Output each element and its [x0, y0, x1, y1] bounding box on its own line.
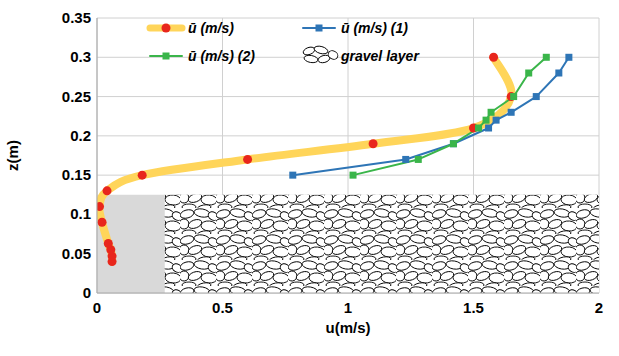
data-point [493, 117, 500, 124]
y-axis [97, 18, 98, 293]
data-point [525, 70, 532, 77]
data-point [475, 125, 482, 132]
series-line [353, 57, 546, 175]
grid-line [97, 175, 599, 176]
x-tick-label: 0 [93, 299, 101, 316]
legend-label: gravel layer [340, 48, 420, 64]
legend-marker [162, 24, 171, 33]
legend-marker [316, 25, 323, 32]
x-tick-label: 1 [344, 299, 352, 316]
y-axis-label: z(m) [4, 140, 21, 171]
y-tick-label: 0.25 [62, 88, 91, 105]
x-tick-label: 1.5 [463, 299, 484, 316]
data-point [289, 172, 296, 179]
data-point [97, 202, 104, 211]
data-point [488, 109, 495, 116]
y-tick-label: 0.1 [70, 205, 91, 222]
data-point [533, 93, 540, 100]
legend-pebble [327, 49, 339, 60]
data-point [369, 139, 378, 148]
legend-pebble [313, 45, 328, 55]
data-point [103, 186, 112, 195]
data-point [415, 156, 422, 163]
grid-line [97, 18, 599, 19]
grid-line [97, 18, 98, 293]
legend-marker [163, 53, 170, 60]
y-tick-label: 0 [83, 284, 91, 301]
y-tick-label: 0.2 [70, 127, 91, 144]
data-point [508, 109, 515, 116]
gravel-area [97, 195, 599, 293]
grid-line [97, 135, 599, 136]
series-line [293, 57, 569, 175]
gravel-texture [165, 195, 599, 293]
data-point [565, 54, 572, 61]
data-point [510, 93, 517, 100]
data-point [243, 155, 252, 164]
data-point [402, 156, 409, 163]
plot-area [97, 53, 599, 293]
x-tick-label: 2 [595, 299, 603, 316]
x-tick-label: 0.5 [212, 299, 233, 316]
legend-line [150, 25, 182, 32]
legend-label: ū (m/s) (2) [188, 48, 255, 64]
legend-pebble [303, 54, 318, 63]
data-point [555, 70, 562, 77]
x-axis [97, 293, 599, 294]
chart: 0 0.5 1 1.5 2 0 0.05 0.1 0.15 0.2 0.25 0.3 0.35 u(m/s… [0, 0, 619, 356]
data-point [489, 53, 498, 62]
y-tick-label: 0.15 [62, 166, 91, 183]
grid-line [97, 293, 599, 294]
grid-line [97, 96, 599, 97]
data-point [450, 140, 457, 147]
data-point [485, 125, 492, 132]
legend: ū (m/s) ū (m/s) (1) ū (m/s) (2) gravel laye… [150, 20, 420, 64]
data-point [138, 171, 147, 180]
legend-icon [302, 45, 339, 64]
data-point [450, 140, 457, 147]
y-tick-label: 0.05 [62, 245, 91, 262]
data-point [98, 218, 107, 227]
legend-label: ū (m/s) [188, 20, 234, 36]
y-tick-label: 0.3 [70, 48, 91, 65]
x-axis-label: u(m/s) [326, 319, 371, 336]
data-point [104, 239, 113, 248]
data-point [543, 54, 550, 61]
legend-label: ū (m/s) (1) [341, 20, 408, 36]
data-point [350, 172, 357, 179]
data-point [483, 117, 490, 124]
series-line [99, 57, 511, 261]
y-tick-label: 0.35 [62, 9, 91, 26]
legend-pebble [302, 46, 316, 57]
